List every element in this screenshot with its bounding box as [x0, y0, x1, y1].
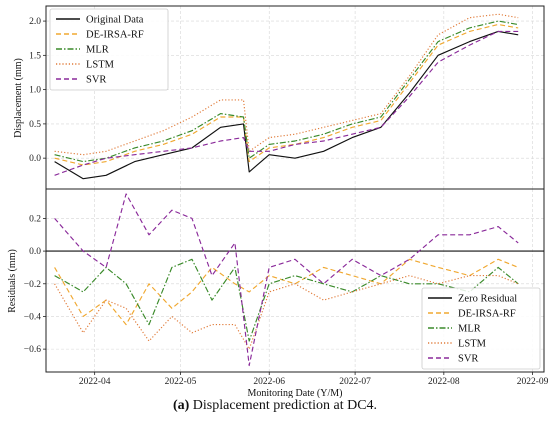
bottom-legend-label: Zero Residual [458, 294, 517, 305]
figure: 0.0 0.5 1.0 1.5 2.0 −0.6 −0.4 −0.2 0.0 0.2 2022-… [7, 5, 549, 398]
bottom-series-de-irsa-rf [54, 258, 519, 326]
x-tick-label: 2022-04 [79, 377, 111, 387]
bottom-legend: Zero Residual DE-IRSA-RF MLR LSTM SVR [421, 287, 541, 370]
bottom-legend-label: DE-IRSA-RF [458, 309, 516, 320]
bottom-axes-frame [45, 188, 545, 373]
figure-caption: (a) Displacement prediction at DC4. [0, 398, 550, 414]
top-y-tick-label: 1.5 [29, 51, 41, 61]
bottom-series [46, 193, 544, 367]
top-series-mlr [54, 20, 519, 163]
top-series [54, 13, 519, 180]
bottom-legend-label: SVR [458, 354, 478, 365]
top-y-axis-label: Displacement (mm) [13, 58, 24, 138]
top-legend-label: LSTM [86, 60, 115, 71]
bottom-series-svr [54, 193, 519, 367]
x-tick-label: 2022-09 [517, 377, 549, 387]
top-y-ticks: 0.0 0.5 1.0 1.5 2.0 [29, 17, 46, 164]
top-legend: Original Data DE-IRSA-RF MLR LSTM SVR [49, 8, 169, 91]
top-series-de-irsa-rf [54, 23, 519, 166]
bottom-series-mlr [54, 258, 519, 342]
bottom-legend-label: LSTM [458, 339, 487, 350]
top-y-tick-label: 2.0 [29, 17, 41, 27]
bottom-y-tick-label: 0.2 [29, 214, 41, 224]
bottom-y-axis-label: Residuals (mm) [7, 249, 18, 313]
top-legend-label: Original Data [86, 15, 144, 26]
top-legend-box [49, 8, 169, 91]
top-legend-label: DE-IRSA-RF [86, 30, 144, 41]
caption-label: (a) [172, 398, 190, 413]
top-legend-label: MLR [86, 45, 109, 56]
top-y-tick-label: 0.5 [29, 120, 41, 130]
top-series-original-data [54, 30, 519, 180]
x-axis-label: Monitoring Date (Y/M) [248, 388, 343, 398]
x-ticks: 2022-04 2022-05 2022-06 2022-07 2022-08 2022-… [79, 372, 549, 387]
x-tick-label: 2022-06 [253, 377, 285, 387]
caption-text: Displacement prediction at DC4. [192, 398, 378, 413]
bottom-y-tick-label: −0.4 [24, 312, 41, 322]
x-tick-label: 2022-05 [165, 377, 197, 387]
bottom-legend-label: MLR [458, 324, 481, 335]
top-y-tick-label: 0.0 [29, 154, 41, 164]
bottom-y-tick-label: −0.2 [24, 280, 41, 290]
bottom-legend-box [421, 287, 541, 370]
top-y-tick-label: 1.0 [29, 86, 41, 96]
x-tick-label: 2022-08 [428, 377, 460, 387]
bottom-series-lstm [54, 275, 519, 350]
top-series-svr [54, 30, 519, 176]
bottom-y-tick-label: −0.6 [24, 345, 41, 355]
bottom-y-tick-label: 0.0 [29, 247, 41, 257]
x-tick-label: 2022-07 [339, 377, 371, 387]
top-legend-label: SVR [86, 75, 106, 86]
bottom-y-ticks: −0.6 −0.4 −0.2 0.0 0.2 [24, 214, 46, 355]
